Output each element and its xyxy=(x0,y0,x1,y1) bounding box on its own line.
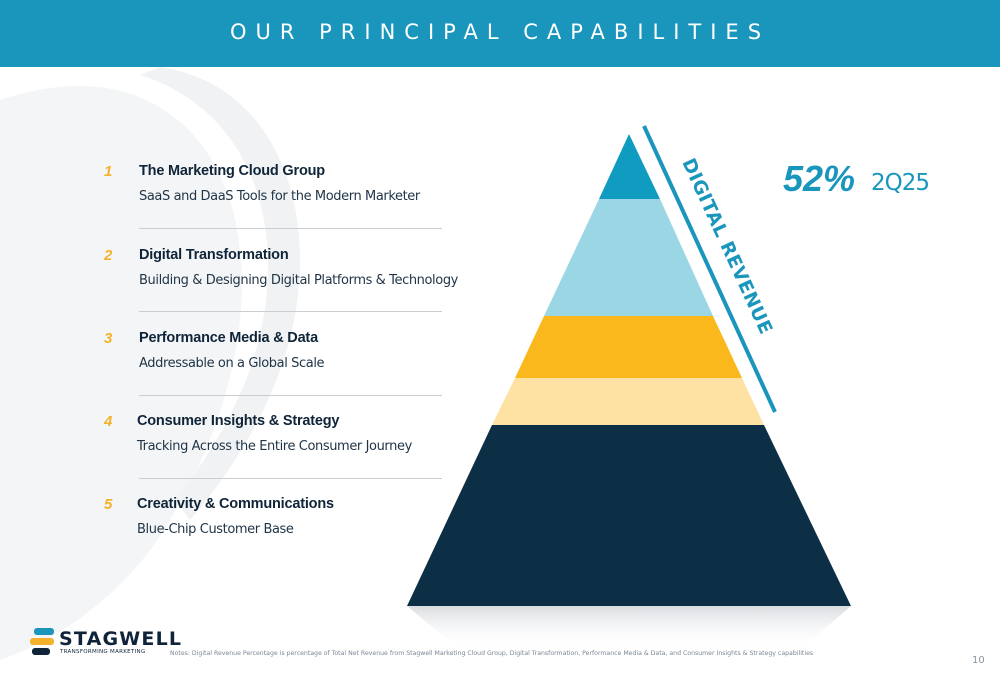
capability-subtitle: Building & Designing Digital Platforms &… xyxy=(139,273,458,288)
logo-wordmark: STAGWELL xyxy=(59,628,183,650)
capability-subtitle: Blue-Chip Customer Base xyxy=(137,522,294,537)
pyramid-reflection xyxy=(407,606,851,650)
pyramid-layer-1 xyxy=(599,134,660,199)
stagwell-logo: STAGWELL TRANSFORMING MARKETING xyxy=(30,627,181,661)
capability-number: 5 xyxy=(104,496,113,513)
divider xyxy=(139,395,442,396)
page-number: 10 xyxy=(972,655,985,666)
capability-number: 2 xyxy=(104,247,113,264)
pyramid-layer-2 xyxy=(544,199,713,316)
digital-revenue-bracket-line xyxy=(642,125,777,413)
logo-tagline: TRANSFORMING MARKETING xyxy=(60,649,146,655)
capability-title: Digital Transformation xyxy=(139,247,289,263)
pyramid-layer-4 xyxy=(492,378,764,425)
capability-title: Consumer Insights & Strategy xyxy=(137,413,340,429)
capability-number: 1 xyxy=(104,163,113,180)
stagwell-logo-icon xyxy=(30,628,54,655)
capability-subtitle: Tracking Across the Entire Consumer Jour… xyxy=(137,439,412,454)
pyramid-layer-3 xyxy=(515,316,742,378)
footnote: Notes: Digital Revenue Percentage is per… xyxy=(170,650,814,657)
divider xyxy=(139,478,442,479)
capability-title: The Marketing Cloud Group xyxy=(139,163,325,179)
capability-subtitle: Addressable on a Global Scale xyxy=(139,356,325,371)
capability-number: 3 xyxy=(104,330,113,347)
digital-revenue-percent: 52% xyxy=(783,158,856,199)
capability-number: 4 xyxy=(104,413,113,430)
page-title: OUR PRINCIPAL CAPABILITIES xyxy=(229,20,771,44)
capability-title: Performance Media & Data xyxy=(139,330,318,346)
period-label: 2Q25 xyxy=(871,170,930,196)
pyramid-layer-5 xyxy=(407,425,851,606)
divider xyxy=(139,311,442,312)
capability-title: Creativity & Communications xyxy=(137,496,334,512)
header-bar: OUR PRINCIPAL CAPABILITIES xyxy=(0,0,1000,67)
divider xyxy=(139,228,442,229)
capability-subtitle: SaaS and DaaS Tools for the Modern Marke… xyxy=(139,189,420,204)
